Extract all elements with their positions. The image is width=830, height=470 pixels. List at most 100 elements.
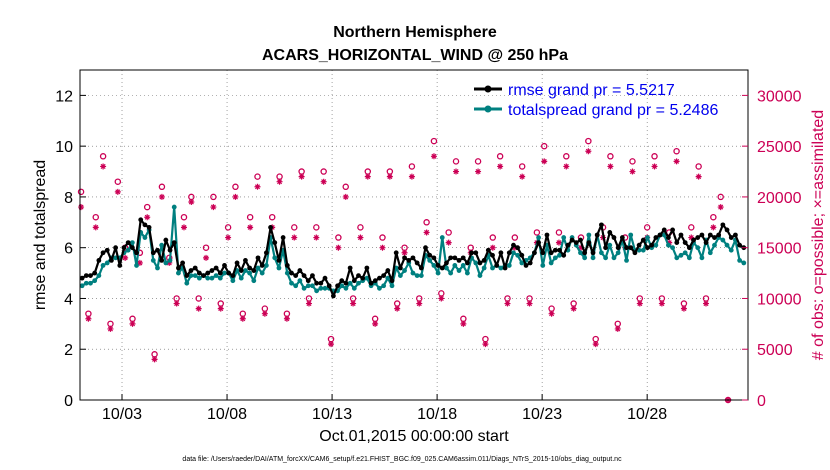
count-assimilated-point: [651, 163, 658, 170]
rmse-series-point: [163, 237, 169, 243]
rmse-series-point: [498, 250, 504, 256]
count-assimilated-point: [107, 325, 114, 332]
x-axis-ticks: 10/03 10/08 10/13 10/18 10/23 10/28: [102, 394, 667, 423]
spread-series-point: [318, 285, 324, 291]
rmse-series-point: [104, 247, 110, 253]
rmse-series-point: [536, 240, 541, 246]
rmse-series-point: [557, 247, 562, 253]
spread-series-point: [582, 255, 588, 261]
spread-series-point: [205, 275, 211, 281]
count-possible-point: [423, 219, 430, 226]
rmse-series-point: [310, 273, 315, 279]
rmse-series-point: [439, 265, 445, 271]
count-possible-point: [114, 178, 122, 185]
rmse-series-point: [150, 250, 156, 256]
count-possible-point: [710, 213, 717, 221]
count-possible-point: [585, 137, 592, 145]
rmse-series-point: [385, 268, 391, 273]
spread-series-point: [255, 265, 261, 271]
count-assimilated-point: [541, 158, 548, 165]
spread-series-point: [305, 283, 311, 289]
rmse-series-point: [511, 242, 516, 248]
rmse-series-point: [83, 273, 89, 279]
rmse-series-point: [217, 270, 223, 276]
count-assimilated-point: [408, 173, 415, 180]
count-possible-point: [511, 234, 519, 241]
spread-series-point: [624, 257, 629, 263]
y-tick-label: 6: [64, 241, 73, 258]
spread-series-point: [289, 280, 294, 286]
rmse-series-point: [724, 227, 730, 233]
count-possible-point: [452, 158, 460, 165]
spread-series-point: [431, 263, 437, 268]
count-assimilated-point: [276, 178, 283, 185]
rmse-series-point: [330, 293, 336, 299]
count-assimilated-point: [305, 300, 312, 307]
spread-series-point: [230, 278, 236, 284]
right-axis-ticks: 0 5000 10000 15000 20000 25000 30000: [742, 88, 802, 410]
count-assimilated-point: [658, 300, 665, 307]
rmse-series-point: [247, 265, 253, 271]
rmse-series-point: [552, 247, 558, 253]
spread-series-point: [586, 232, 592, 238]
rmse-series-point: [611, 235, 617, 240]
rmse-series-point: [305, 278, 311, 284]
count-possible-point: [210, 193, 217, 201]
rmse-series-point: [121, 245, 127, 251]
x-tick-label: 10/13: [312, 406, 352, 423]
spread-series-point: [473, 260, 479, 266]
rmse-series-point: [117, 263, 123, 268]
spread-series-point: [238, 275, 244, 281]
rmse-series-point: [619, 235, 625, 240]
spread-series-point: [129, 240, 135, 246]
rmse-series-point: [289, 270, 294, 276]
count-assimilated-point: [526, 300, 533, 307]
data-file-footer: data file: /Users/raeder/DAI/ATM_forcXX/…: [182, 456, 622, 463]
count-assimilated-point: [364, 173, 371, 180]
rmse-series-point: [423, 245, 428, 251]
rmse-series-point: [506, 250, 512, 256]
spread-series-point: [418, 273, 424, 279]
count-possible-point: [533, 229, 541, 236]
plot-frame: [79, 69, 749, 401]
rmse-series-point: [171, 240, 177, 246]
rmse-series-point: [322, 275, 328, 281]
rmse-series-point: [464, 260, 470, 266]
spread-series-point: [192, 273, 198, 279]
rmse-series-point: [222, 263, 227, 268]
rmse-series-point: [238, 268, 244, 273]
rmse-series-point: [230, 273, 236, 279]
count-possible-point: [489, 234, 497, 241]
rmse-series-point: [624, 245, 629, 251]
count-assimilated-point: [100, 163, 107, 170]
spread-series-point: [552, 255, 558, 261]
count-possible-point: [158, 183, 166, 191]
count-assimilated-point: [585, 148, 592, 155]
rmse-series-point: [129, 245, 135, 251]
rmse-series-point: [481, 257, 487, 263]
spread-series-point: [397, 273, 403, 279]
count-possible-point: [195, 295, 202, 302]
rmse-series-point: [590, 250, 596, 256]
count-possible-point: [92, 213, 100, 221]
spread-series-point: [557, 252, 562, 258]
rmse-series-point: [92, 270, 98, 276]
count-possible-point: [629, 158, 636, 165]
count-assimilated-point: [313, 234, 320, 241]
count-assimilated-point: [519, 173, 526, 180]
spread-series-point: [678, 252, 684, 258]
rmse-series-point: [364, 265, 370, 271]
spread-series-point: [301, 285, 307, 291]
count-assimilated-point: [372, 320, 379, 327]
rmse-series-point: [494, 263, 500, 268]
count-assimilated-point: [548, 310, 555, 317]
spread-series-point: [96, 273, 102, 279]
y2-tick-label: 10000: [757, 291, 802, 308]
rmse-series-point: [347, 265, 353, 271]
spread-series-point: [590, 255, 596, 261]
count-assimilated-point: [438, 295, 445, 302]
rmse-series-point: [184, 273, 190, 279]
y2-tick-label: 15000: [757, 241, 802, 258]
y-axis-label: rmse and totalspread: [32, 160, 49, 310]
spread-series-point: [452, 263, 458, 268]
